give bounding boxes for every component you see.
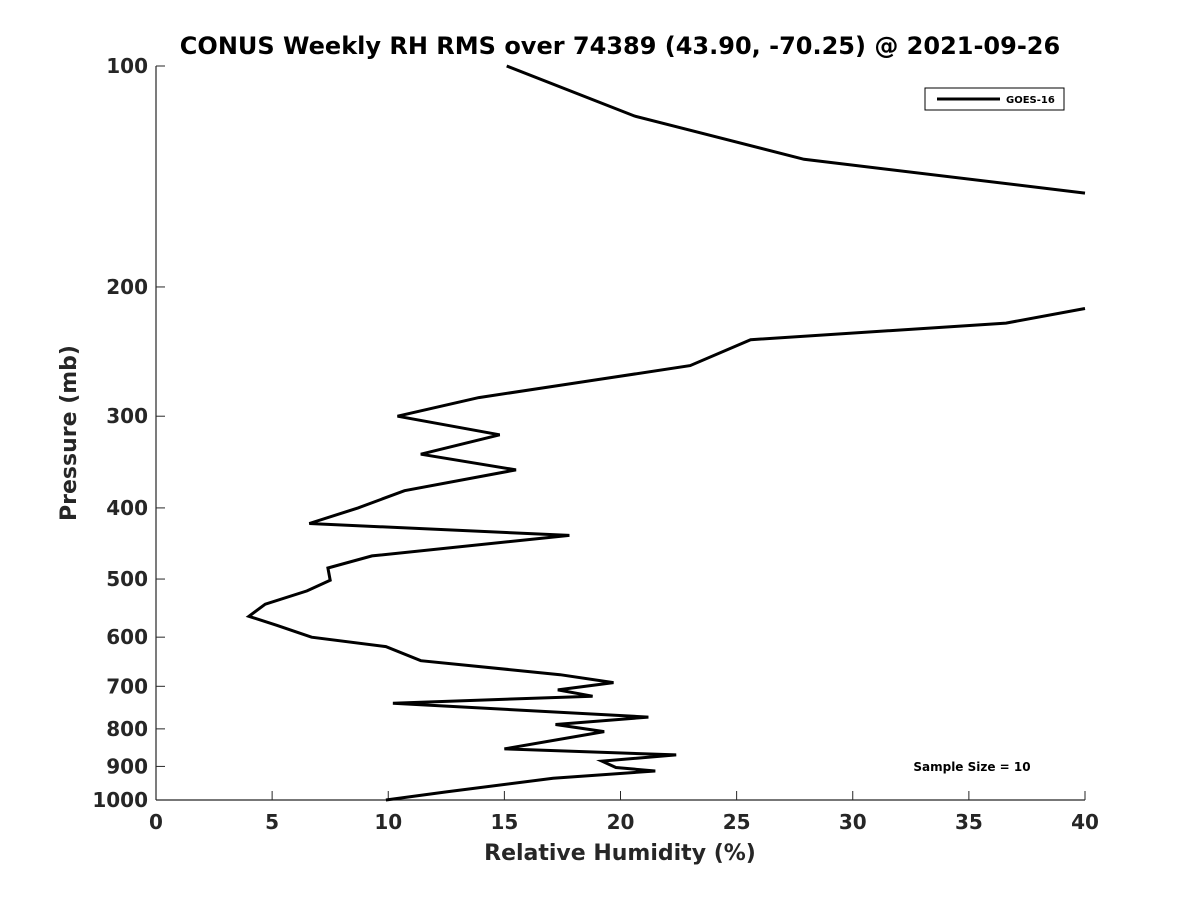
x-tick-label: 5 — [265, 810, 279, 834]
x-tick-label: 25 — [723, 810, 751, 834]
x-tick-label: 15 — [490, 810, 518, 834]
sample-size-annotation: Sample Size = 10 — [913, 760, 1030, 774]
x-tick-label: 0 — [149, 810, 163, 834]
y-axis-label: Pressure (mb) — [57, 345, 82, 521]
x-tick-label: 20 — [607, 810, 635, 834]
y-tick-label: 900 — [106, 754, 148, 778]
y-tick-label: 600 — [106, 625, 148, 649]
chart-title: CONUS Weekly RH RMS over 74389 (43.90, -… — [180, 32, 1060, 60]
y-tick-label: 1000 — [92, 788, 148, 812]
legend: GOES-16 — [924, 87, 1065, 111]
x-tick-label: 30 — [839, 810, 867, 834]
x-axis-label: Relative Humidity (%) — [484, 841, 756, 866]
y-tick-label: 800 — [106, 717, 148, 741]
x-tick-label: 35 — [955, 810, 983, 834]
series-line-goes-16 — [245, 307, 1086, 802]
x-tick-label: 40 — [1071, 810, 1099, 834]
x-tick-label: 10 — [374, 810, 402, 834]
y-tick-label: 100 — [106, 54, 148, 78]
legend-entry-goes16: GOES-16 — [1006, 95, 1055, 106]
series-line-goes-16 — [506, 64, 1086, 195]
y-tick-label: 700 — [106, 674, 148, 698]
y-tick-label: 400 — [106, 496, 148, 520]
y-tick-label: 200 — [106, 275, 148, 299]
y-tick-label: 500 — [106, 567, 148, 591]
y-tick-label: 300 — [106, 404, 148, 428]
